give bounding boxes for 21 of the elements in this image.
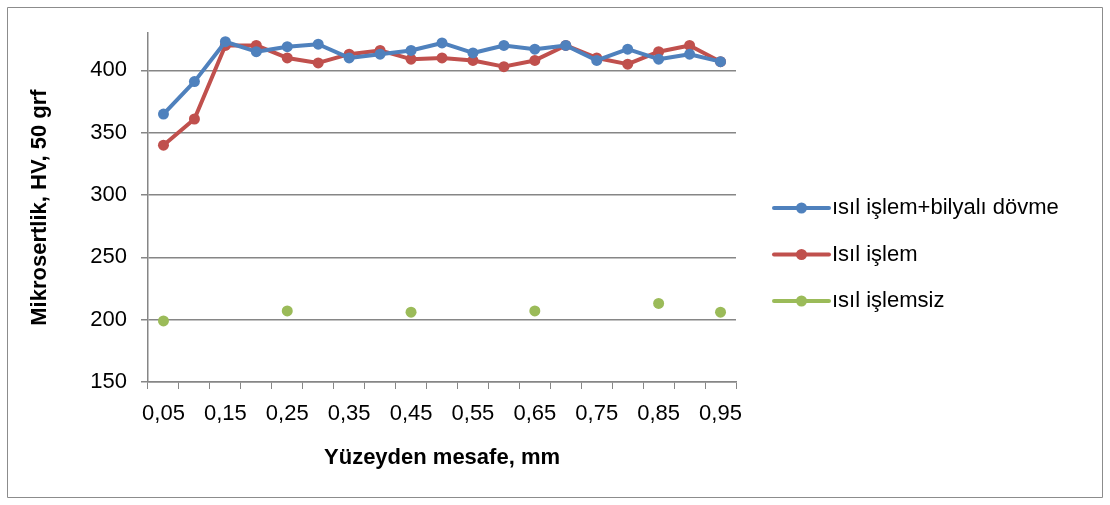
x-tick-label: 0,75 (575, 400, 619, 426)
y-tick-label: 200 (90, 305, 127, 331)
y-tick-label: 150 (90, 368, 127, 394)
x-axis-title: Yüzeyden mesafe, mm (324, 443, 560, 469)
x-tick-label: 0,55 (451, 400, 495, 426)
legend-label: ısıl işlemsiz (832, 287, 945, 313)
x-tick-label: 0,15 (203, 400, 247, 426)
y-tick-label: 350 (90, 118, 127, 144)
x-tick-label: 0,05 (142, 400, 185, 426)
y-tick-label: 300 (90, 181, 127, 207)
x-tick-label: 0,25 (265, 400, 309, 426)
x-tick-label: 0,85 (637, 400, 681, 426)
y-axis-title: Mikrosertlik, HV, 50 grf (26, 88, 52, 326)
y-tick-label: 400 (90, 56, 127, 82)
legend-label: Isıl işlem (832, 240, 918, 266)
x-tick-label: 0,95 (699, 400, 742, 426)
legend-label: ısıl işlem+bilyalı dövme (832, 194, 1059, 220)
y-tick-label: 250 (90, 243, 127, 269)
x-tick-label: 0,35 (327, 400, 371, 426)
x-tick-label: 0,65 (513, 400, 557, 426)
x-tick-label: 0,45 (389, 400, 433, 426)
